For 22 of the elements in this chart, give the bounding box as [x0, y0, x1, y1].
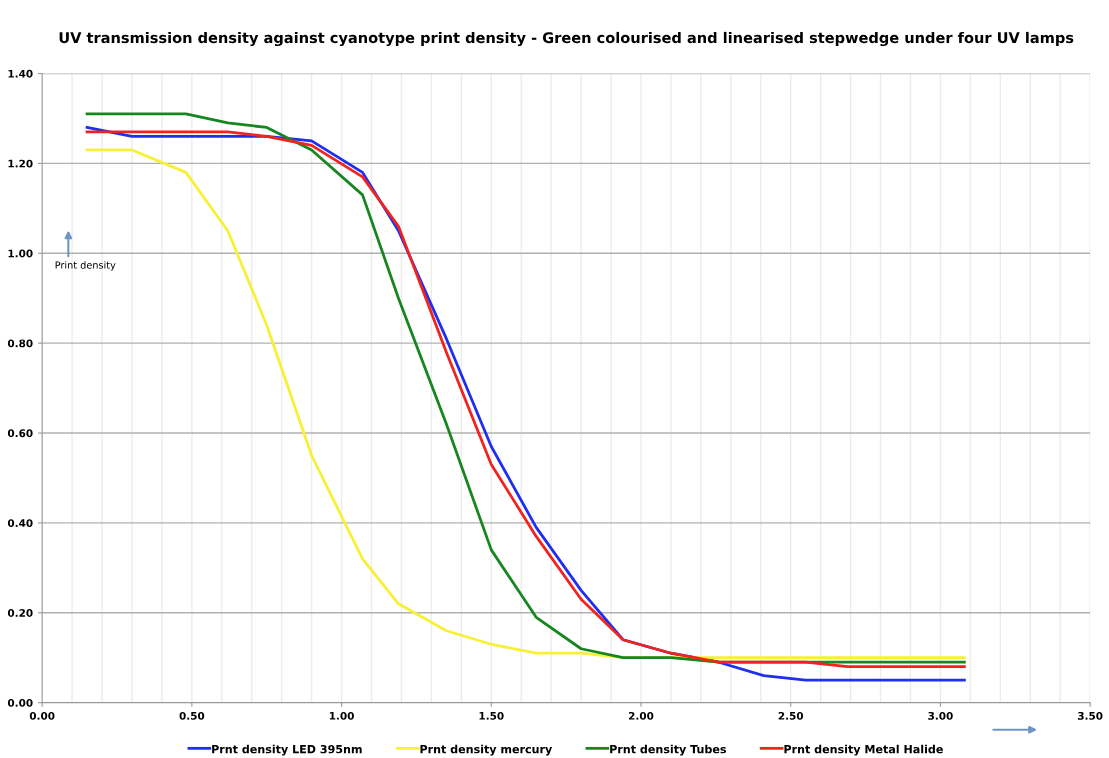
x-tick-label: 0.50: [179, 711, 205, 720]
annotation: Print density: [55, 261, 116, 271]
chart-title: UV transmission density against cyanotype print density - Green colourised and linearised stepwedge under four UV lamps: [59, 31, 1074, 47]
legend-label: Prnt density mercury: [420, 744, 553, 756]
y-tick-label: 1.40: [8, 69, 33, 78]
y-tick-label: 0.80: [7, 339, 33, 348]
x-tick-label: 0.00: [29, 711, 55, 720]
legend-label: Prnt density Tubes: [610, 744, 726, 756]
x-tick-label: 1.50: [479, 711, 504, 720]
x-tick-label: 2.00: [628, 711, 654, 720]
y-tick-label: 0.00: [7, 698, 33, 707]
y-tick-label: 0.40: [7, 519, 33, 528]
x-tick-label: 1.00: [329, 711, 354, 720]
y-tick-label: 1.00: [8, 249, 33, 258]
x-tick-label: 3.00: [928, 711, 953, 720]
y-tick-label: 1.20: [8, 159, 33, 168]
y-tick-label: 0.60: [7, 429, 33, 438]
x-tick-label: 2.50: [778, 711, 804, 720]
legend-label: Prnt density Metal Halide: [784, 744, 943, 756]
y-tick-label: 0.20: [7, 609, 33, 617]
legend-label: Prnt density LED 395nm: [212, 744, 362, 756]
x-tick-label: 3.50: [1077, 711, 1103, 720]
